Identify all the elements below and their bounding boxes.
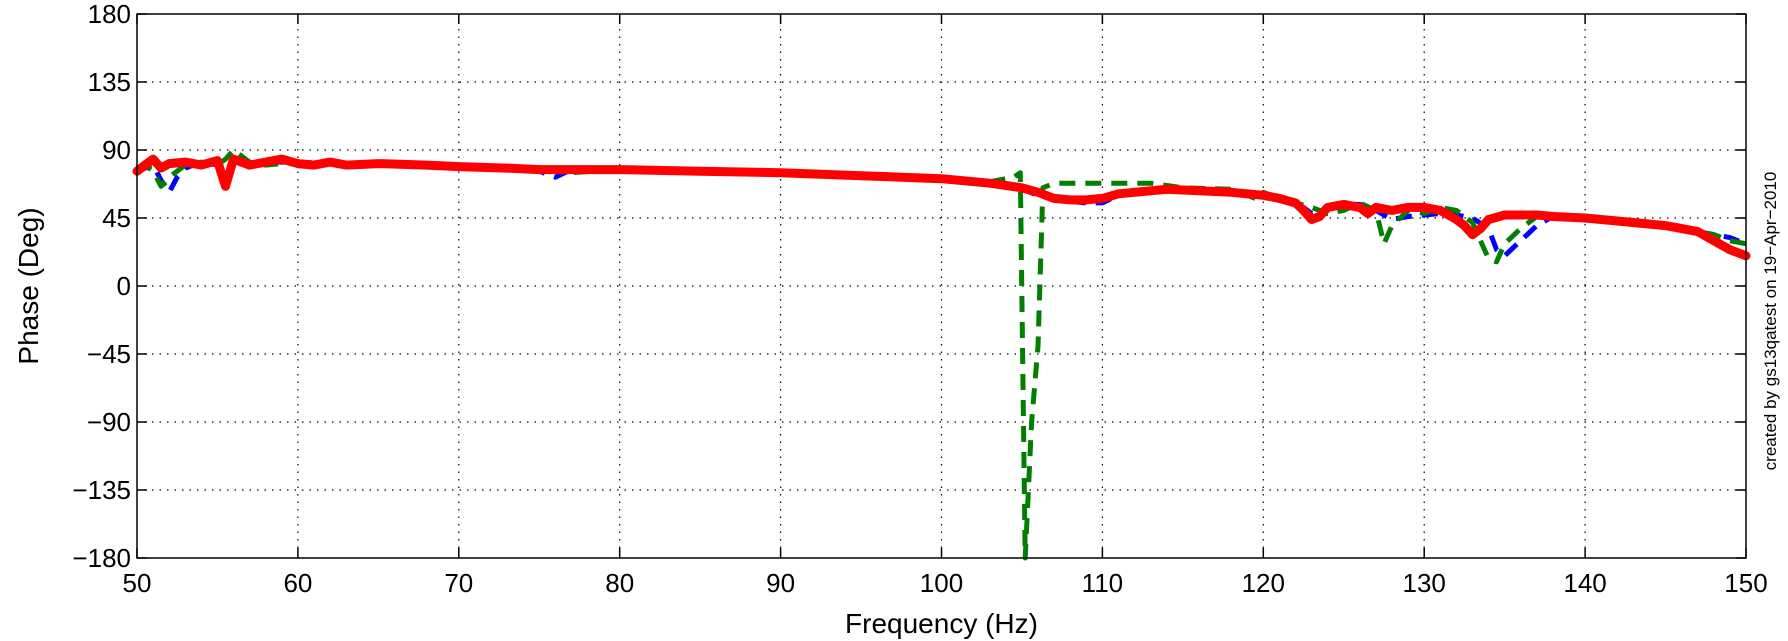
x-tick-label: 80 [605,568,634,598]
y-tick-label: 135 [88,67,131,97]
y-tick-label: 90 [102,135,131,165]
x-axis-title: Frequency (Hz) [845,608,1038,639]
x-tick-label: 110 [1082,568,1123,598]
x-tick-label: 70 [444,568,473,598]
x-tick-label: 100 [920,568,963,598]
y-tick-label: 0 [117,271,131,301]
x-tick-label: 50 [123,568,152,598]
created-by-annotation: created by gs13qatest on 19−Apr−2010 [1761,172,1780,471]
y-tick-label: 45 [102,203,131,233]
y-tick-label: −135 [72,475,131,505]
y-tick-label: −90 [87,407,131,437]
y-tick-label: −45 [87,339,131,369]
x-tick-label: 120 [1242,568,1285,598]
x-tick-label: 90 [766,568,795,598]
x-tick-label: 60 [283,568,312,598]
grid-lines [137,14,1746,558]
x-tick-label: 130 [1403,568,1446,598]
y-axis-title: Phase (Deg) [13,207,44,364]
y-tick-label: −180 [72,543,131,573]
axis-ticks: 50 60 70 80 90 100 110 120 130 140 150 −180 −135 −90 −… [72,0,1767,598]
series-line-3 [132,154,1751,261]
x-tick-label: 140 [1563,568,1606,598]
series-lines [132,147,1751,561]
y-tick-label: 180 [88,0,131,29]
x-tick-label: 150 [1724,568,1767,598]
